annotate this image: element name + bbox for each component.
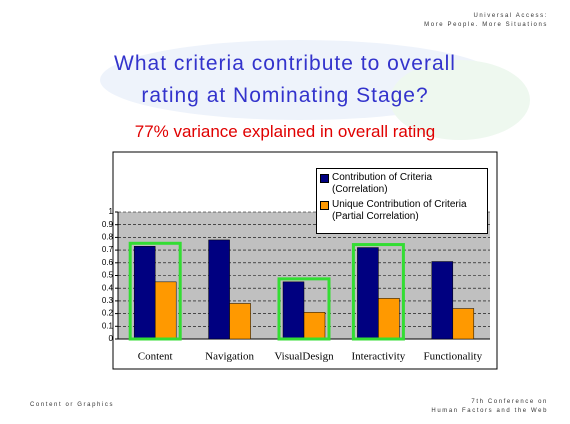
- x-tick-label: Interactivity: [352, 351, 406, 363]
- y-tick-label: 0.4: [102, 283, 114, 292]
- legend-label: Unique Contribution of Criteria (Partial…: [332, 199, 467, 222]
- legend-item: Contribution of Criteria (Correlation): [320, 172, 484, 196]
- bar: [378, 298, 400, 340]
- highlight-box: [128, 241, 182, 341]
- y-tick-label: 0: [109, 334, 114, 343]
- header-line: More People. More Situations: [424, 22, 548, 28]
- y-tick-label: 1: [109, 207, 114, 216]
- header-line: Universal Access:: [473, 13, 548, 19]
- x-tick-label: Functionality: [423, 351, 482, 363]
- bar: [133, 246, 156, 340]
- legend-item: Unique Contribution of Criteria (Partial…: [320, 199, 484, 223]
- legend-swatch: [320, 174, 329, 183]
- x-tick-label: Navigation: [205, 351, 254, 363]
- bar: [431, 261, 454, 340]
- highlight-box: [351, 243, 405, 341]
- legend: Contribution of Criteria (Correlation) Un…: [316, 168, 488, 234]
- y-tick-label: 0.2: [102, 309, 114, 318]
- y-tick-label: 0.9: [102, 220, 114, 229]
- bar: [303, 312, 326, 340]
- y-tick-label: 0.7: [102, 245, 114, 254]
- header: Universal Access: More People. More Situ…: [424, 12, 548, 30]
- legend-swatch: [320, 201, 329, 210]
- bar: [452, 308, 475, 340]
- title-line: What criteria contribute to overall: [114, 52, 456, 75]
- x-tick-label: VisualDesign: [274, 351, 334, 363]
- bar: [357, 247, 379, 340]
- title-line: rating at Nominating Stage?: [141, 84, 429, 107]
- y-tick-label: 0.3: [102, 296, 114, 305]
- y-tick-label: 0.1: [102, 321, 114, 330]
- bar: [282, 281, 305, 340]
- footer-left: Content or Graphics: [30, 402, 115, 408]
- bg-shape: [390, 60, 530, 140]
- y-tick-label: 0.5: [102, 271, 114, 280]
- highlight-box: [277, 277, 331, 341]
- legend-label: Contribution of Criteria (Correlation): [332, 172, 433, 195]
- bar: [208, 239, 230, 340]
- footer-line: 7th Conference on: [471, 399, 548, 405]
- footer-line: Human Factors and the Web: [431, 408, 548, 414]
- footer-right: 7th Conference on Human Factors and the …: [431, 398, 548, 416]
- y-tick-label: 0.6: [102, 258, 114, 267]
- bar: [229, 303, 251, 340]
- y-tick-label: 0.8: [102, 233, 114, 242]
- bar: [154, 281, 177, 340]
- subtitle: 77% variance explained in overall rating: [134, 122, 436, 141]
- x-tick-label: Content: [138, 351, 173, 363]
